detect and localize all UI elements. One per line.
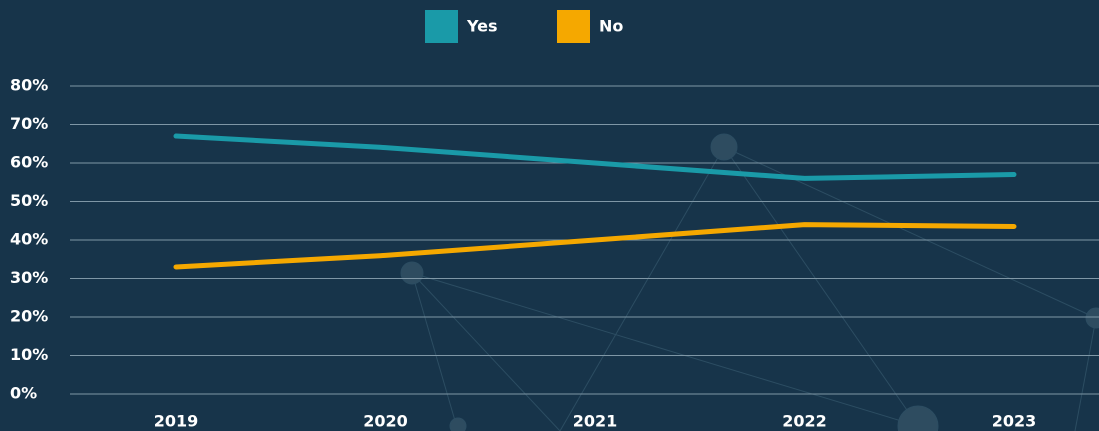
x-tick-label: 2021 — [573, 412, 618, 431]
legend-swatch — [557, 10, 590, 43]
y-tick-label: 80% — [10, 76, 48, 95]
y-tick-label: 10% — [10, 345, 48, 364]
line-series — [173, 222, 1017, 270]
legend-swatch — [425, 10, 458, 43]
line-series — [173, 133, 1017, 181]
y-tick-label: 40% — [10, 230, 48, 249]
y-tick-label: 30% — [10, 268, 48, 287]
y-tick-label: 60% — [10, 153, 48, 172]
y-tick-label: 50% — [10, 191, 48, 210]
background-decoration — [400, 133, 1099, 431]
y-tick-label: 0% — [10, 384, 37, 403]
x-tick-label: 2019 — [154, 412, 199, 431]
x-tick-label: 2022 — [782, 412, 827, 431]
legend-label: Yes — [466, 17, 498, 36]
legend-label: No — [599, 17, 623, 36]
x-tick-label: 2020 — [363, 412, 408, 431]
y-tick-label: 70% — [10, 114, 48, 133]
x-tick-label: 2023 — [992, 412, 1037, 431]
y-tick-label: 20% — [10, 307, 48, 326]
